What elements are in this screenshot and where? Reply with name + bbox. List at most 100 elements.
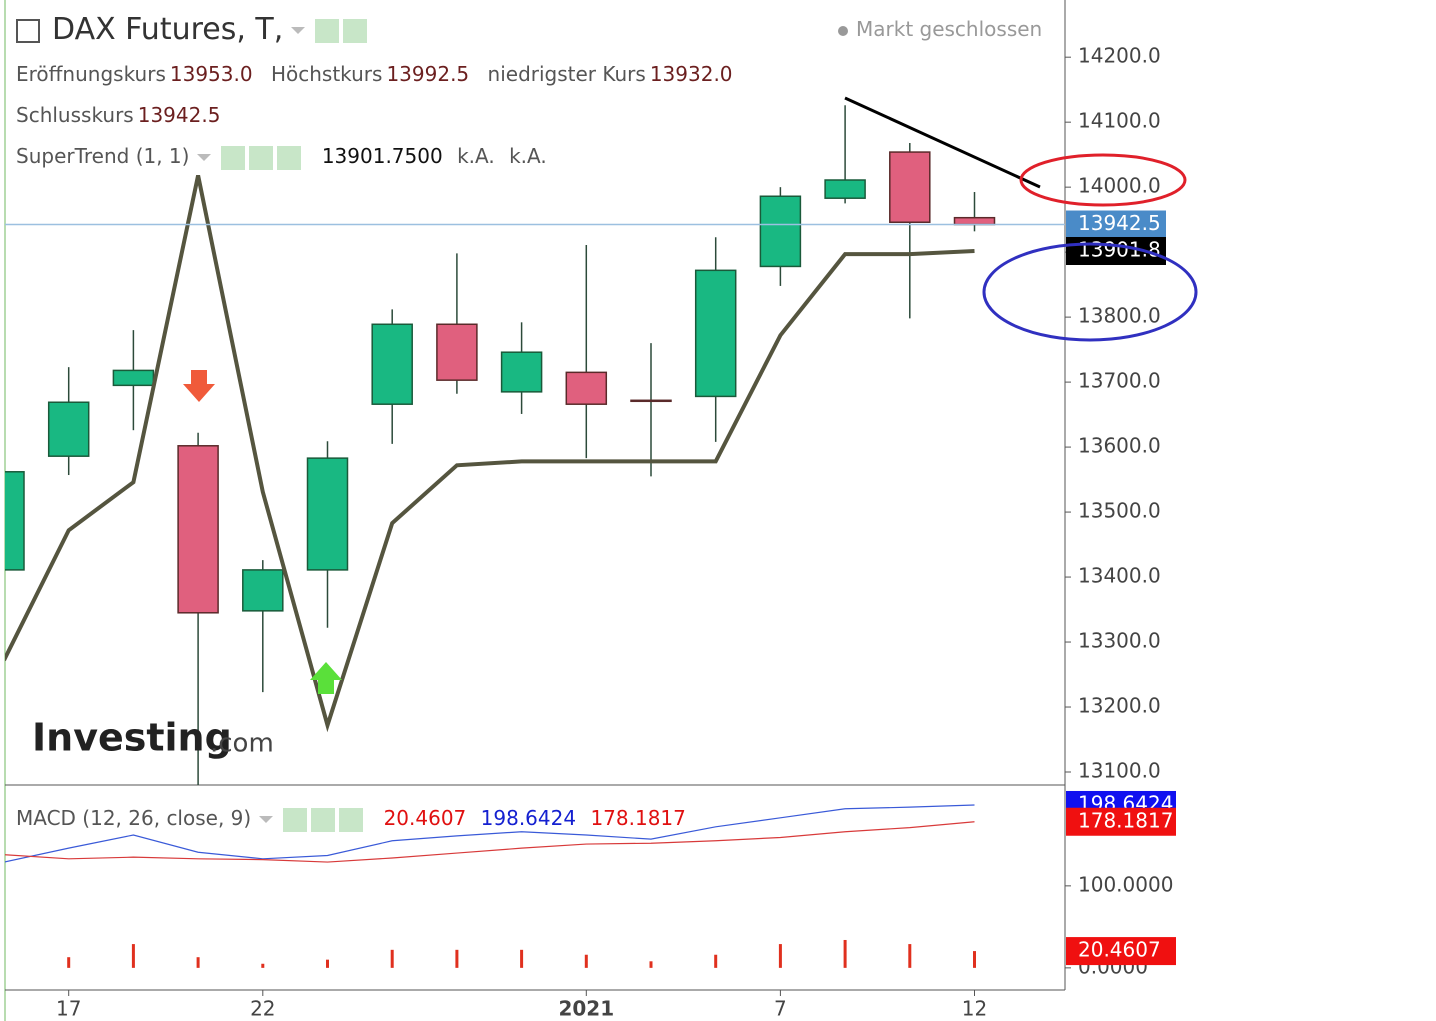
indicator-value: k.A.	[457, 144, 495, 168]
histogram-bar	[455, 949, 459, 968]
y-tick-label: 13300.0	[1078, 629, 1161, 653]
candle-body	[889, 151, 931, 223]
candle-body	[694, 269, 737, 398]
y-tick-label: 14200.0	[1078, 44, 1161, 68]
ohlc-label: Höchstkurs	[270, 62, 383, 86]
collapse-icon[interactable]	[16, 18, 40, 43]
candle-body	[5, 471, 25, 571]
histogram-bar	[261, 963, 265, 968]
red-circle	[1019, 153, 1187, 207]
histogram-bar	[908, 944, 912, 968]
y-tick-label: 13100.0	[1078, 759, 1161, 783]
title-row: DAX Futures, T,	[16, 12, 371, 47]
y-tick-label: 13500.0	[1078, 499, 1161, 523]
price-label: 178.1817	[1078, 808, 1173, 832]
candle-body	[242, 569, 284, 612]
macd-line	[5, 821, 975, 863]
candle-body	[759, 195, 802, 268]
candle-body	[565, 371, 608, 405]
x-tick-label: 22	[250, 997, 275, 1021]
settings-icon[interactable]	[249, 145, 274, 170]
status-text: Markt geschlossen	[856, 17, 1043, 41]
histogram-bar	[843, 939, 847, 968]
candle-body	[112, 369, 155, 387]
y-tick-label: 14100.0	[1078, 109, 1161, 133]
macd-row: MACD (12, 26, close, 9) 20.4607 198.6424…	[16, 806, 686, 832]
candle-body	[630, 399, 672, 403]
chart-title: DAX Futures, T,	[52, 12, 284, 47]
settings-icon[interactable]	[311, 807, 336, 832]
histogram-bar	[584, 954, 588, 968]
histogram-bar	[973, 951, 976, 968]
macd-value: 198.6424	[480, 806, 577, 830]
settings-icon[interactable]	[343, 18, 368, 43]
indicator-value: k.A.	[509, 144, 547, 168]
ohlc-label: Schlusskurs	[16, 103, 134, 127]
trend-line	[844, 96, 1041, 189]
status: Markt geschlossen	[838, 17, 1042, 41]
ohlc-row: Eröffnungskurs 13953.0 Höchstkurs 13992.5 …	[16, 62, 745, 86]
macd-value: 20.4607	[383, 806, 467, 830]
eye-icon[interactable]	[221, 145, 246, 170]
histogram-bar	[326, 959, 329, 968]
watermark: Investing	[32, 716, 232, 760]
buy-arrow	[310, 662, 342, 694]
y-tick-label: 13200.0	[1078, 694, 1161, 718]
eye-icon[interactable]	[315, 18, 340, 43]
price-label: 13942.5	[1078, 211, 1161, 235]
price-label-box	[1066, 937, 1176, 966]
ohlc-value: 13992.5	[386, 62, 470, 86]
blue-circle	[982, 242, 1198, 342]
indicator-row: SuperTrend (1, 1) 13901.7500 k.A. k.A.	[16, 144, 547, 170]
y-tick-label: 13400.0	[1078, 564, 1161, 588]
indicator-name: SuperTrend (1, 1)	[16, 144, 190, 168]
price-label-box	[1066, 807, 1176, 836]
dropdown[interactable]	[291, 27, 306, 34]
price-label: 13901.8	[1078, 237, 1161, 261]
y-tick-label: 13800.0	[1078, 304, 1161, 328]
candle-body	[371, 323, 413, 405]
dropdown[interactable]	[259, 816, 274, 823]
y-tick-label: 14000.0	[1078, 174, 1161, 198]
candle-body	[436, 323, 478, 381]
indicator-value: 13901.7500	[321, 144, 443, 168]
macd-title: MACD (12, 26, close, 9)	[16, 806, 252, 830]
supertrend-line	[5, 175, 975, 733]
ohlc-value: 13942.5	[137, 103, 221, 127]
sell-arrow	[183, 370, 215, 402]
candle-body	[953, 216, 996, 226]
histogram-bar	[390, 949, 394, 968]
histogram-bar	[67, 957, 71, 968]
histogram-bar	[131, 944, 135, 968]
x-tick-label: 7	[774, 997, 787, 1021]
histogram-bar	[649, 961, 653, 968]
histogram-bar	[196, 957, 200, 968]
eye-icon[interactable]	[283, 807, 308, 832]
macd-line	[5, 804, 975, 863]
y-tick-label: 13600.0	[1078, 434, 1161, 458]
dropdown[interactable]	[197, 154, 212, 161]
price-label: 20.4607	[1078, 938, 1161, 962]
ohlc-label: niedrigster Kurs	[487, 62, 646, 86]
watermark-suffix: .com	[210, 729, 274, 759]
close-row: Schlusskurs 13942.5	[16, 103, 232, 127]
histogram-bar	[520, 949, 524, 968]
annotations	[183, 96, 1198, 694]
macd-value: 178.1817	[590, 806, 686, 830]
y-tick-label: 13700.0	[1078, 369, 1161, 393]
ohlc-value: 13932.0	[649, 62, 733, 86]
x-tick-label: 2021	[558, 997, 614, 1021]
close-icon[interactable]	[277, 145, 302, 170]
ohlc-value: 13953.0	[169, 62, 253, 86]
axes: 14200.014100.014000.013900.013800.013700…	[56, 44, 1176, 1021]
candle-body	[177, 445, 219, 614]
y-tick-label: 100.0000	[1078, 872, 1173, 896]
histogram-bar	[714, 954, 718, 968]
x-tick-label: 12	[962, 997, 987, 1021]
candle-body	[47, 401, 90, 457]
close-icon[interactable]	[339, 807, 364, 832]
candle-body	[824, 179, 866, 199]
candle-body	[500, 351, 543, 393]
